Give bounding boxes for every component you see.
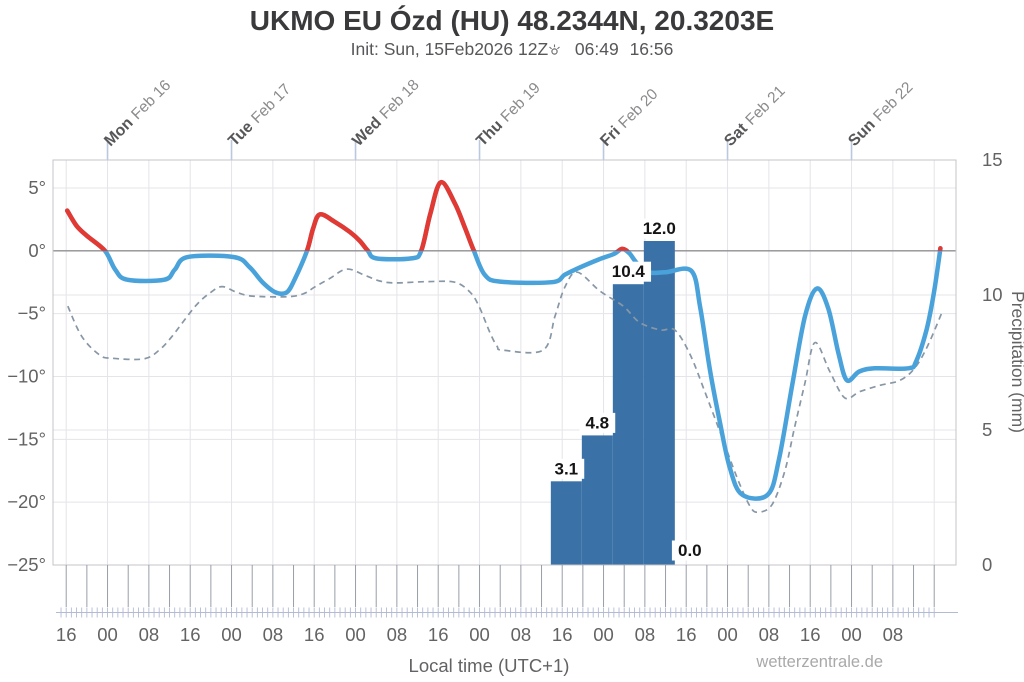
temperature-line-blue (64, 180, 943, 501)
svg-text:08: 08 (883, 624, 904, 645)
svg-text:00: 00 (469, 624, 490, 645)
precip-value-label: 3.1 (555, 459, 579, 478)
init-text: Init: Sun, 15Feb2026 12Z (350, 39, 549, 59)
svg-text:16: 16 (180, 624, 201, 645)
precip-bar (643, 241, 675, 565)
svg-text:00: 00 (593, 624, 614, 645)
watermark: wetterzentrale.de (756, 653, 883, 671)
svg-text:16: 16 (304, 624, 325, 645)
svg-text:0°: 0° (28, 240, 46, 261)
svg-text:08: 08 (635, 624, 656, 645)
svg-text:16: 16 (800, 624, 821, 645)
day-label: ThuFeb 19 (473, 79, 543, 149)
dashed-temperature-line (67, 268, 944, 514)
svg-text:00: 00 (717, 624, 738, 645)
x-tick-labels: 16 00 08 16 00 08 16 00 08 16 00 08 16 00 08 16 00 08 16 00… (56, 624, 903, 645)
temperature-line-red (64, 180, 943, 251)
precip-value-label: 10.4 (612, 262, 646, 281)
svg-text:−10°: −10° (7, 365, 46, 386)
svg-text:−25°: −25° (7, 554, 46, 575)
svg-text:16: 16 (56, 624, 77, 645)
plot-border (52, 159, 957, 566)
precip-bar (612, 284, 644, 565)
svg-text:TueFeb 17: TueFeb 17 (225, 81, 294, 150)
precip-value-label: 4.8 (586, 413, 610, 432)
day-label: TueFeb 17 (225, 81, 294, 150)
svg-text:15: 15 (982, 149, 1003, 170)
x-axis-title: Local time (UTC+1) (408, 655, 570, 676)
svg-text:−5°: −5° (18, 303, 47, 324)
day-label: FriFeb 20 (597, 85, 661, 149)
svg-text:08: 08 (263, 624, 284, 645)
day-label: SunFeb 22 (845, 79, 916, 150)
svg-text:00: 00 (345, 624, 366, 645)
svg-text:08: 08 (387, 624, 408, 645)
right-axis-labels: 15 10 5 0 (982, 149, 1003, 575)
svg-text:16: 16 (676, 624, 697, 645)
right-axis-title: Precipitation (mm) (1008, 291, 1024, 433)
precip-value-label: 0.0 (678, 541, 702, 560)
day-label: MonFeb 16 (101, 77, 174, 150)
sunset-time: 16:56 (629, 39, 674, 59)
chart-subtitle: Init: Sun, 15Feb2026 12Z 06:49 16:56 (0, 39, 1024, 62)
svg-text:SunFeb 22: SunFeb 22 (845, 79, 916, 150)
svg-text:08: 08 (759, 624, 780, 645)
svg-text:ThuFeb 19: ThuFeb 19 (473, 79, 543, 149)
svg-text:SatFeb 21: SatFeb 21 (721, 83, 788, 150)
page-title: UKMO EU Ózd (HU) 48.2344N, 20.3203E (249, 5, 775, 36)
svg-text:−20°: −20° (7, 491, 46, 512)
svg-text:16: 16 (552, 624, 573, 645)
precipitation-bars (550, 241, 675, 565)
precip-bar (581, 435, 613, 565)
svg-text:5°: 5° (28, 177, 46, 198)
svg-text:00: 00 (97, 624, 118, 645)
precip-value-label: 12.0 (643, 219, 676, 238)
svg-text:−15°: −15° (7, 428, 46, 449)
day-axis: MonFeb 16 TueFeb 17 WedFeb 18 ThuFeb 19 FriF… (101, 76, 916, 160)
sunrise-time: 06:49 (574, 39, 619, 59)
day-label: WedFeb 18 (349, 76, 422, 149)
bottom-ticks (56, 565, 958, 618)
svg-text:00: 00 (221, 624, 242, 645)
svg-text:08: 08 (139, 624, 160, 645)
svg-text:FriFeb 20: FriFeb 20 (597, 85, 661, 149)
svg-text:10: 10 (982, 284, 1003, 305)
gridlines (53, 160, 956, 565)
svg-text:5: 5 (982, 419, 992, 440)
svg-text:0: 0 (982, 554, 992, 575)
precip-bar (550, 481, 582, 565)
svg-text:WedFeb 18: WedFeb 18 (349, 76, 422, 149)
day-label: SatFeb 21 (721, 83, 788, 150)
precip-value-labels: 3.1 4.8 10.4 12.0 0.0 (548, 218, 708, 561)
svg-text:MonFeb 16: MonFeb 16 (101, 77, 174, 150)
left-axis-labels: 5° 0° −5° −10° −15° −20° −25° (7, 177, 46, 575)
sun-icon (548, 41, 561, 62)
svg-text:00: 00 (841, 624, 862, 645)
svg-text:16: 16 (428, 624, 449, 645)
svg-text:08: 08 (511, 624, 532, 645)
